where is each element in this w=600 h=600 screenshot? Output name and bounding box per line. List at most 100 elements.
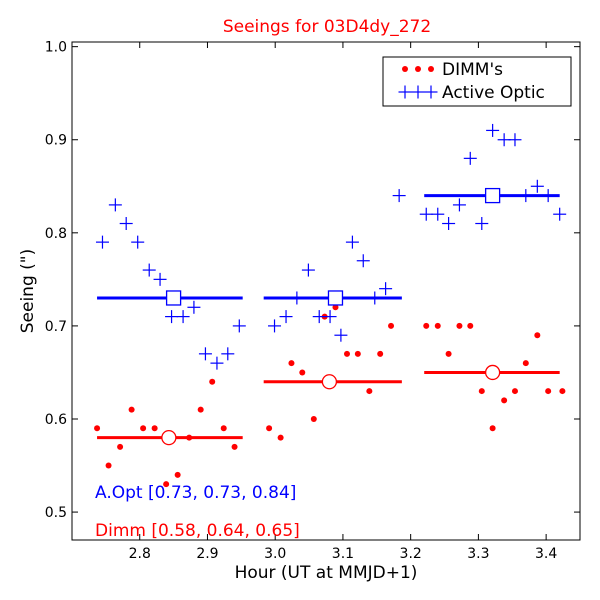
x-tick-label: 2.9	[196, 546, 218, 562]
active-optic-point	[142, 263, 156, 277]
active-optic-average-marker	[484, 187, 501, 204]
active-optic-point	[475, 217, 489, 231]
y-tick-label: 0.5	[45, 505, 67, 521]
dimm-point	[354, 350, 361, 357]
active-optic-point	[508, 133, 522, 147]
active-optic-point	[486, 123, 500, 137]
dimm-point	[434, 322, 441, 329]
dimm-point	[277, 434, 284, 441]
dimm-point	[545, 388, 552, 395]
x-tick-label: 3.0	[264, 546, 286, 562]
legend-dimm-marker	[415, 66, 421, 72]
dimm-average-marker	[484, 364, 501, 381]
active-optic-point	[268, 319, 282, 333]
x-axis-label: Hour (UT at MMJD+1)	[235, 563, 418, 583]
dimm-point	[299, 369, 306, 376]
active-optic-point	[431, 207, 445, 221]
dimm-point	[332, 304, 339, 311]
active-optic-point	[187, 300, 201, 314]
dimm-point	[343, 350, 350, 357]
dimm-point	[534, 332, 541, 339]
dimm-point	[266, 425, 273, 432]
dimm-point	[151, 425, 158, 432]
legend-dimm-marker	[428, 66, 434, 72]
dimm-point	[163, 481, 170, 488]
active-optic-point	[463, 151, 477, 165]
dimm-point	[117, 443, 124, 450]
dimm-point	[489, 425, 496, 432]
active-optic-point	[356, 254, 370, 268]
x-tick-label: 3.2	[400, 546, 422, 562]
dimm-point	[231, 443, 238, 450]
y-tick-label: 0.8	[45, 226, 67, 242]
dimm-point	[220, 425, 227, 432]
legend-dimm-marker	[402, 66, 408, 72]
active-optic-point	[279, 310, 293, 324]
dimm-point	[140, 425, 147, 432]
legend-label-active-optic: Active Optic	[442, 83, 545, 103]
y-tick-label: 0.9	[45, 133, 67, 149]
legend: DIMM's Active Optic	[382, 56, 572, 107]
x-tick-label: 3.3	[467, 546, 489, 562]
active-optic-point	[232, 319, 246, 333]
dimm-point	[501, 397, 508, 404]
active-optic-point	[541, 189, 555, 203]
active-optic-point	[519, 189, 533, 203]
active-optic-point	[301, 263, 315, 277]
legend-label-dimm: DIMM's	[442, 60, 503, 80]
active-optic-point	[176, 310, 190, 324]
active-optic-average-marker	[165, 290, 182, 306]
dimm-average-marker	[161, 429, 177, 446]
y-axis-ticks: 0.5 0.6 0.7 0.8 0.9 1.0	[45, 40, 580, 521]
y-axis-label: Seeing (")	[18, 249, 38, 334]
active-optic-point	[108, 198, 122, 212]
aopt-annotation: A.Opt [0.73, 0.73, 0.84]	[95, 483, 296, 503]
active-optic-point	[419, 207, 433, 221]
dimm-point	[559, 388, 566, 395]
dimm-point	[186, 434, 193, 441]
dimm-point	[377, 350, 384, 357]
active-optic-point	[290, 291, 304, 305]
active-optic-point	[379, 282, 393, 296]
active-optic-point	[210, 356, 224, 370]
active-optic-point	[345, 235, 359, 249]
active-optic-point	[392, 189, 406, 203]
dimm-point	[388, 322, 395, 329]
dimm-point	[288, 360, 295, 367]
active-optic-point	[131, 235, 145, 249]
dimm-point	[522, 360, 529, 367]
dimm-point	[366, 388, 373, 395]
active-optic-point	[323, 310, 337, 324]
dimm-point	[423, 322, 430, 329]
active-optic-point	[198, 347, 212, 361]
active-optic-point	[553, 207, 567, 221]
plot-marks	[94, 123, 567, 488]
x-tick-label: 3.1	[332, 546, 354, 562]
dimm-point	[128, 406, 135, 413]
dimm-point	[467, 322, 474, 329]
active-optic-point	[452, 198, 466, 212]
y-tick-label: 0.7	[45, 319, 67, 335]
dimm-point	[174, 471, 181, 478]
legend-markers	[398, 66, 438, 99]
active-optic-point	[442, 217, 456, 231]
x-axis-ticks: 2.8 2.9 3.0 3.1 3.2 3.3 3.4	[129, 42, 557, 562]
dimm-point	[94, 425, 101, 432]
active-optic-point	[153, 272, 167, 286]
dimm-average-marker	[321, 374, 338, 390]
active-optic-point	[497, 133, 511, 147]
active-optic-point	[312, 310, 326, 324]
dimm-point	[105, 462, 112, 469]
active-optic-point	[95, 235, 109, 249]
active-optic-point	[221, 347, 235, 361]
legend-active-optic-marker	[411, 85, 425, 99]
active-optic-point	[530, 179, 544, 193]
legend-box	[382, 56, 572, 107]
legend-active-optic-marker	[398, 85, 412, 99]
y-tick-label: 1.0	[45, 40, 67, 56]
active-optic-point	[368, 291, 382, 305]
x-tick-label: 2.8	[129, 546, 151, 562]
y-tick-label: 0.6	[45, 412, 67, 428]
dimm-point	[197, 406, 204, 413]
